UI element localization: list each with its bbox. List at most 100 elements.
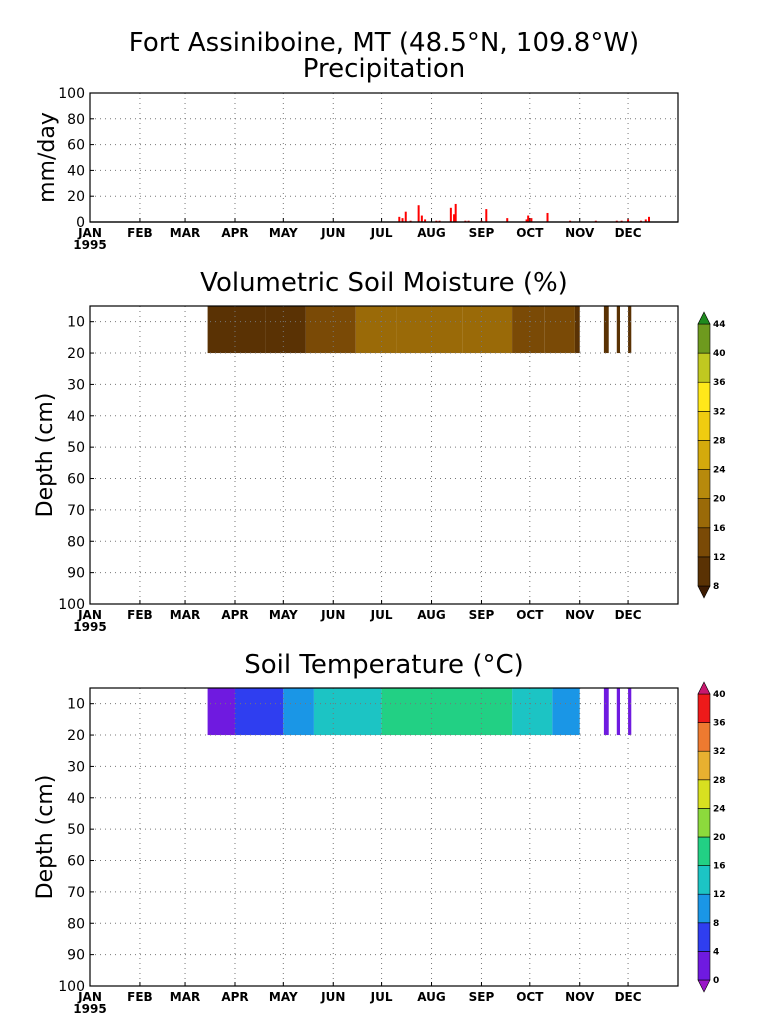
y-tick-label: 20 (67, 346, 85, 362)
colorbar-segment (697, 808, 711, 838)
colorbar-label: 12 (713, 553, 726, 563)
month-label: MAY (269, 990, 298, 1004)
colorbar-label: 36 (713, 378, 726, 388)
heatmap-cell (381, 688, 513, 736)
month-label: MAR (170, 990, 200, 1004)
y-axis-label: mm/day (35, 112, 60, 203)
heatmap-cell (616, 306, 621, 354)
colorbar-segment (697, 750, 711, 781)
y-tick-label: 80 (67, 916, 85, 932)
heatmap-cell (544, 306, 575, 354)
precip-bar (546, 212, 549, 222)
heatmap-cell (603, 688, 609, 736)
precip-bar (438, 220, 441, 222)
colorbar-label: 0 (713, 976, 719, 986)
month-label: NOV (565, 608, 595, 622)
colorbar-segment (697, 951, 711, 981)
precip-bar (453, 214, 456, 222)
colorbar-label: 24 (713, 466, 726, 476)
heatmap-cell (616, 688, 621, 736)
month-label: NOV (565, 226, 595, 240)
precip-bar (627, 219, 630, 222)
precip-bar (485, 209, 488, 222)
colorbar-label: 40 (713, 690, 726, 700)
y-tick-label: 70 (67, 885, 85, 901)
y-tick-label: 40 (67, 163, 85, 179)
y-tick-label: 20 (67, 189, 85, 205)
month-label: DEC (615, 990, 642, 1004)
precip-bar (620, 220, 623, 222)
heatmap-cell (512, 306, 545, 354)
heatmap-cell (603, 306, 609, 354)
y-tick-label: 100 (58, 979, 85, 995)
colorbar-segment (697, 779, 711, 809)
year-label: 1995 (73, 238, 106, 252)
precip-bar (530, 218, 533, 222)
colorbar-label: 40 (713, 349, 726, 359)
heatmap-cell (628, 688, 632, 736)
month-label: OCT (516, 990, 544, 1004)
temperature-title: Soil Temperature (°C) (244, 650, 524, 680)
month-label: JAN (77, 990, 102, 1004)
colorbar-label: 16 (713, 862, 726, 872)
y-axis-label: Depth (cm) (33, 393, 58, 518)
colorbar-segment (697, 922, 711, 952)
year-label: 1995 (73, 1002, 106, 1016)
month-label: SEP (469, 226, 495, 240)
precip-bar (424, 219, 427, 222)
month-label: JUL (370, 226, 393, 240)
month-label: FEB (127, 608, 153, 622)
colorbar-low-arrow (697, 585, 711, 599)
month-label: APR (221, 608, 248, 622)
month-label: APR (221, 226, 248, 240)
precip-bar (525, 219, 528, 222)
y-tick-label: 80 (67, 534, 85, 550)
month-label: APR (221, 990, 248, 1004)
y-tick-label: 20 (67, 728, 85, 744)
year-label: 1995 (73, 620, 106, 634)
y-tick-label: 10 (67, 315, 85, 331)
month-label: NOV (565, 990, 595, 1004)
colorbar-segment (697, 352, 711, 383)
heatmap-cell (552, 688, 580, 736)
month-label: JAN (77, 608, 102, 622)
colorbar-high-arrow (697, 311, 711, 325)
month-label: OCT (516, 226, 544, 240)
colorbar-label: 8 (713, 582, 719, 592)
colorbar-segment (697, 722, 711, 752)
month-label: DEC (615, 608, 642, 622)
y-tick-label: 100 (58, 86, 85, 102)
precip-bar (409, 220, 412, 222)
month-label: MAY (269, 608, 298, 622)
precip-bar (480, 220, 483, 222)
y-tick-label: 30 (67, 759, 85, 775)
colorbar-label: 8 (713, 919, 719, 929)
plot-frame (89, 305, 679, 605)
colorbar-label: 24 (713, 804, 726, 814)
y-tick-label: 40 (67, 409, 85, 425)
y-tick-label: 60 (67, 472, 85, 488)
y-tick-label: 60 (67, 138, 85, 154)
month-label: AUG (417, 990, 446, 1004)
heatmap-cell (313, 688, 382, 736)
y-tick-label: 50 (67, 822, 85, 838)
precip-bar (401, 218, 404, 222)
precip-bar (527, 215, 530, 222)
month-label: MAR (170, 608, 200, 622)
colorbar-label: 28 (713, 776, 726, 786)
colorbar-segment (697, 693, 711, 723)
colorbar-label: 44 (713, 320, 726, 330)
colorbar-label: 28 (713, 436, 726, 446)
colorbar-segment (697, 556, 711, 587)
figure-title: Fort Assiniboine, MT (48.5°N, 109.8°W) (129, 28, 639, 58)
precip-bar (420, 215, 423, 222)
month-label: FEB (127, 226, 153, 240)
colorbar-segment (697, 440, 711, 470)
heatmap-cell (628, 306, 632, 354)
month-label: SEP (469, 608, 495, 622)
heatmap-cell (462, 306, 513, 354)
y-tick-label: 60 (67, 854, 85, 870)
colorbar-segment (697, 865, 711, 895)
